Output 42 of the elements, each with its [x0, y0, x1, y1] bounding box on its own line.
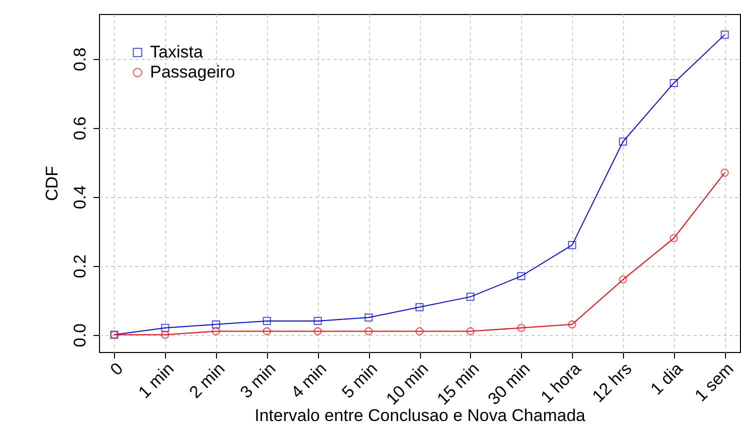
point [720, 168, 729, 177]
y-tick-label: 0.8 [70, 48, 90, 72]
point [364, 313, 373, 322]
y-tick-label: 0.2 [70, 254, 90, 278]
x-tick-label: 1 hora [537, 358, 586, 407]
y-tick-label: 0.0 [70, 323, 90, 348]
point [212, 320, 220, 328]
point [161, 330, 170, 339]
x-tick-label: 1 sem [691, 359, 738, 406]
point [415, 327, 424, 336]
x-tick-label: 1 min [134, 359, 178, 402]
x-tick-label: 2 min [186, 359, 229, 402]
point [670, 78, 678, 88]
legend-label: Passageiro [150, 62, 236, 82]
point [161, 324, 170, 332]
point [618, 138, 628, 146]
x-tick-label: 4 min [287, 359, 330, 402]
point [466, 327, 474, 336]
x-tick-label: 1 dia [646, 358, 687, 399]
point [364, 327, 373, 336]
y-axis-title: CDF [42, 166, 62, 201]
point [517, 324, 526, 332]
point [262, 327, 271, 336]
point [720, 30, 729, 39]
point [314, 316, 322, 325]
point [618, 276, 628, 284]
legend-label: Taxista [150, 42, 204, 62]
y-tick-label: 0.4 [70, 185, 90, 210]
point [568, 241, 576, 250]
y-tick-label: 0.6 [70, 116, 90, 140]
point [314, 327, 322, 336]
point [670, 234, 678, 242]
point [517, 272, 526, 280]
x-tick-label: 12 hrs [588, 359, 636, 406]
point [262, 316, 271, 325]
point [415, 303, 424, 312]
x-tick-label: 0 [106, 359, 127, 380]
x-tick-label: 5 min [338, 359, 382, 402]
point [568, 320, 576, 328]
x-tick-label: 3 min [236, 359, 280, 402]
point [466, 292, 474, 301]
point [212, 327, 220, 336]
